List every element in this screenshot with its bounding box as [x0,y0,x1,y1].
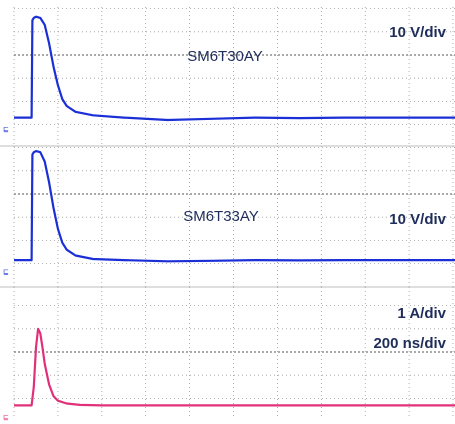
annotations: 10 V/div SM6T30AY 10 V/div SM6T33AY 1 A/… [183,24,446,352]
ground-marker: ⊑ [3,127,9,134]
panel2-scale-label: 10 V/div [389,211,446,228]
trace-2 [14,150,455,263]
trace-1 [14,15,455,122]
ground-marker: ⊑ [3,414,9,421]
panel3-scale-label: 1 A/div [397,305,446,322]
traces: ⊑ ⊑ ⊑ [3,15,455,421]
panel2-device-label: SM6T33AY [183,208,259,225]
panel3-time-label: 200 ns/div [373,335,446,352]
panel1-device-label: SM6T30AY [187,48,263,65]
grid [0,7,455,417]
panel1-scale-label: 10 V/div [389,24,446,41]
ground-marker: ⊑ [3,269,9,276]
trace-3 [14,327,455,407]
